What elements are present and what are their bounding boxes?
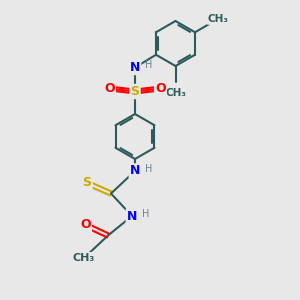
Text: CH₃: CH₃	[73, 253, 95, 263]
Text: S: S	[82, 176, 91, 190]
Text: O: O	[104, 82, 115, 95]
Text: H: H	[145, 60, 152, 70]
Text: N: N	[130, 164, 140, 178]
Text: H: H	[145, 164, 152, 174]
Text: H: H	[142, 208, 149, 219]
Text: S: S	[130, 85, 140, 98]
Text: O: O	[155, 82, 166, 95]
Text: CH₃: CH₃	[208, 14, 229, 24]
Text: CH₃: CH₃	[165, 88, 186, 98]
Text: N: N	[130, 61, 140, 74]
Text: O: O	[80, 218, 91, 232]
Text: N: N	[127, 209, 137, 223]
